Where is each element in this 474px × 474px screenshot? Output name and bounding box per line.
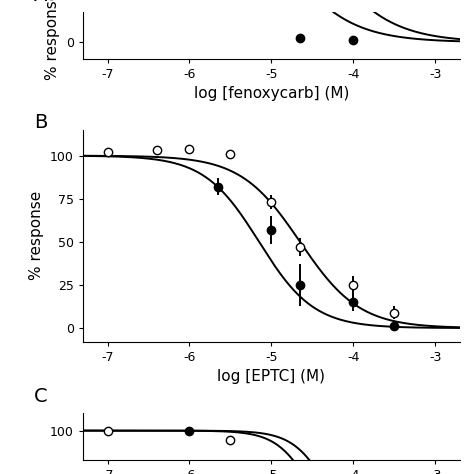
- Text: C: C: [34, 387, 47, 407]
- X-axis label: log [EPTC] (M): log [EPTC] (M): [218, 369, 325, 384]
- Text: A: A: [34, 0, 47, 5]
- X-axis label: log [fenoxycarb] (M): log [fenoxycarb] (M): [194, 86, 349, 101]
- Text: B: B: [34, 113, 47, 132]
- Y-axis label: % response: % response: [46, 0, 60, 80]
- Y-axis label: % response: % response: [29, 191, 45, 281]
